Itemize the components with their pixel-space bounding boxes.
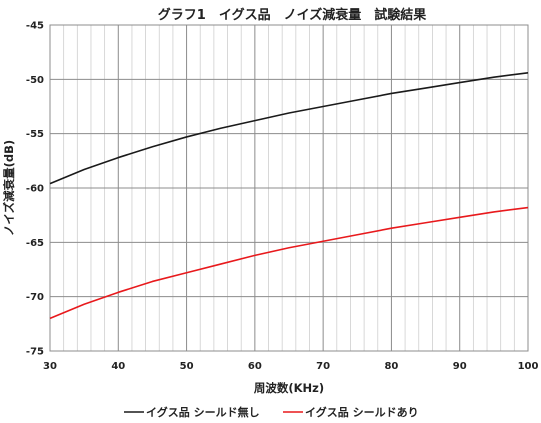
legend-label-1: イグス品 シールド無し	[146, 405, 260, 419]
x-tick-label: 60	[248, 361, 262, 372]
series-line-1	[49, 72, 529, 185]
y-tick-label: -65	[26, 238, 44, 249]
plot-frame	[49, 24, 529, 352]
x-tick-label: 30	[43, 361, 57, 372]
y-tick-label: -50	[26, 75, 44, 86]
x-tick-label: 100	[518, 361, 539, 372]
legend-label-2: イグス品 シールドあり	[305, 405, 419, 419]
chart-title: グラフ1 イグス品 ノイズ減衰量 試験結果	[158, 7, 426, 23]
y-tick-label: -60	[26, 184, 44, 195]
tick-labels: 30 40 50 60 70 80 90 100 -45 -50 -55 -60 -65 -70 -75	[26, 21, 539, 373]
series-layer	[49, 72, 529, 320]
y-tick-label: -70	[26, 292, 44, 303]
series-line-2	[49, 206, 529, 320]
y-tick-label: -55	[26, 129, 44, 140]
y-axis-label: ノイズ減衰量(dB)	[2, 140, 16, 236]
y-tick-label: -45	[26, 21, 44, 32]
legend: イグス品 シールド無し イグス品 シールドあり	[124, 405, 419, 419]
x-tick-label: 50	[180, 361, 194, 372]
x-tick-label: 40	[111, 361, 125, 372]
x-tick-label: 70	[316, 361, 330, 372]
x-axis-label: 周波数(KHz)	[254, 381, 324, 395]
x-tick-label: 80	[384, 361, 398, 372]
y-tick-label: -75	[26, 347, 44, 358]
x-tick-label: 90	[453, 361, 467, 372]
